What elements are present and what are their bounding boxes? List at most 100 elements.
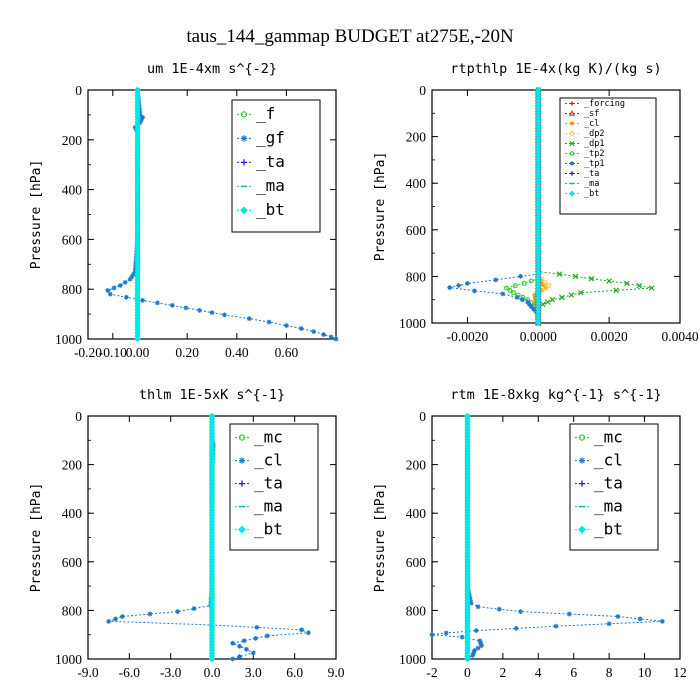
y-tick-label: 600 xyxy=(62,555,83,570)
data-point xyxy=(549,296,556,303)
y-tick-label: 0 xyxy=(419,83,426,98)
data-point xyxy=(137,112,143,118)
data-point xyxy=(113,616,118,622)
x-tick-label: 0.00 xyxy=(126,345,150,360)
data-point xyxy=(511,290,516,296)
data-point xyxy=(183,305,189,311)
legend-label: _ma xyxy=(254,496,283,515)
data-point xyxy=(140,298,145,303)
data-point xyxy=(138,117,144,123)
legend-marker xyxy=(238,457,246,464)
data-point xyxy=(535,319,542,327)
legend-box xyxy=(559,97,657,215)
data-point xyxy=(553,623,559,629)
data-point xyxy=(222,312,227,318)
y-tick-label: 800 xyxy=(406,603,427,618)
data-point xyxy=(588,275,595,282)
data-point xyxy=(648,285,655,291)
legend-label: _ma xyxy=(256,176,285,195)
x-tick-label: 8 xyxy=(606,665,613,680)
y-axis-label: Pressure [hPa] xyxy=(29,483,44,593)
legend-label: _ta xyxy=(594,473,623,492)
y-tick-label: 800 xyxy=(406,269,427,284)
series-line xyxy=(505,90,539,323)
data-point xyxy=(615,614,621,619)
data-point xyxy=(306,630,311,636)
legend-label: _bt xyxy=(254,519,283,538)
legend-marker xyxy=(568,110,576,116)
legend-label: _ta xyxy=(584,169,599,179)
y-axis-label: Pressure [hPa] xyxy=(373,483,388,593)
data-point xyxy=(512,283,518,289)
legend-marker xyxy=(569,161,575,166)
data-point xyxy=(479,643,484,649)
panel-title: rtm 1E-8xkg kg^{-1} s^{-1} xyxy=(450,387,661,403)
data-point xyxy=(169,302,175,308)
data-point xyxy=(244,646,249,652)
legend-marker xyxy=(238,434,246,441)
legend-marker xyxy=(238,525,246,534)
data-point xyxy=(429,632,435,638)
data-point xyxy=(127,276,133,282)
data-point xyxy=(459,634,465,640)
data-point xyxy=(328,334,334,340)
data-point xyxy=(519,297,525,303)
x-tick-label: 0.60 xyxy=(275,345,299,360)
data-point xyxy=(528,278,534,284)
panel-title: um 1E-4xm s^{-2} xyxy=(147,61,277,77)
data-point xyxy=(140,114,145,120)
legend: _mc _cl _ta _ma _bt xyxy=(229,423,319,551)
data-point xyxy=(475,645,481,651)
data-point xyxy=(659,618,665,624)
data-point xyxy=(106,618,112,624)
x-tick-label: 9.0 xyxy=(328,665,345,680)
data-point xyxy=(155,300,160,306)
data-point xyxy=(191,606,197,611)
legend-marker xyxy=(569,131,575,136)
x-tick-label: -0.20 xyxy=(74,345,102,360)
legend-marker xyxy=(240,111,248,118)
data-point xyxy=(147,611,153,617)
data-point xyxy=(124,294,129,300)
x-tick-label: 0.20 xyxy=(175,345,199,360)
data-point xyxy=(500,291,506,297)
x-tick-label: 12 xyxy=(673,665,687,680)
data-point xyxy=(105,288,111,293)
legend: _mc _cl _ta _ma _bt xyxy=(569,423,659,551)
data-point xyxy=(503,285,509,291)
y-tick-label: 1000 xyxy=(399,652,426,667)
y-tick-label: 1000 xyxy=(55,652,82,667)
data-point xyxy=(246,316,252,321)
data-point xyxy=(447,285,453,290)
legend-marker xyxy=(240,159,248,166)
legend-marker xyxy=(240,206,248,215)
data-point xyxy=(266,319,272,325)
panel-title: rtpthlp 1E-4x(kg K)/(kg s) xyxy=(450,61,661,77)
data-point xyxy=(472,288,477,294)
x-tick-label: 0.0040 xyxy=(661,329,698,344)
data-point xyxy=(107,291,113,297)
data-point xyxy=(542,280,548,286)
data-point xyxy=(513,625,519,631)
panels: um 1E-4xm s^{-2}Pressure [hPa]0200400600… xyxy=(29,61,699,680)
panel-title: thlm 1E-5xK s^{-1} xyxy=(139,387,285,403)
legend: _f _gf _ta _ma _bt xyxy=(231,99,321,233)
legend-marker xyxy=(569,101,575,106)
legend-marker xyxy=(578,525,586,534)
legend-label: _ma xyxy=(584,179,599,189)
x-tick-label: 0 xyxy=(464,665,471,680)
legend-label: _tp1 xyxy=(584,159,604,169)
x-tick-label: 2 xyxy=(499,665,506,680)
x-tick-label: -0.0020 xyxy=(447,329,489,344)
y-tick-label: 600 xyxy=(406,555,427,570)
legend-label: _mc xyxy=(594,427,623,446)
panel-2: rtpthlp 1E-4x(kg K)/(kg s) Pressure [hPa]… xyxy=(373,61,699,344)
data-point xyxy=(606,621,612,627)
data-point xyxy=(122,279,128,285)
legend-label: _forcing xyxy=(584,99,625,109)
figure-title: taus_144_gammap BUDGET at275E,-20N xyxy=(186,26,514,47)
data-point xyxy=(468,600,474,606)
legend-label: _tp2 xyxy=(584,149,604,159)
data-point xyxy=(568,292,575,298)
